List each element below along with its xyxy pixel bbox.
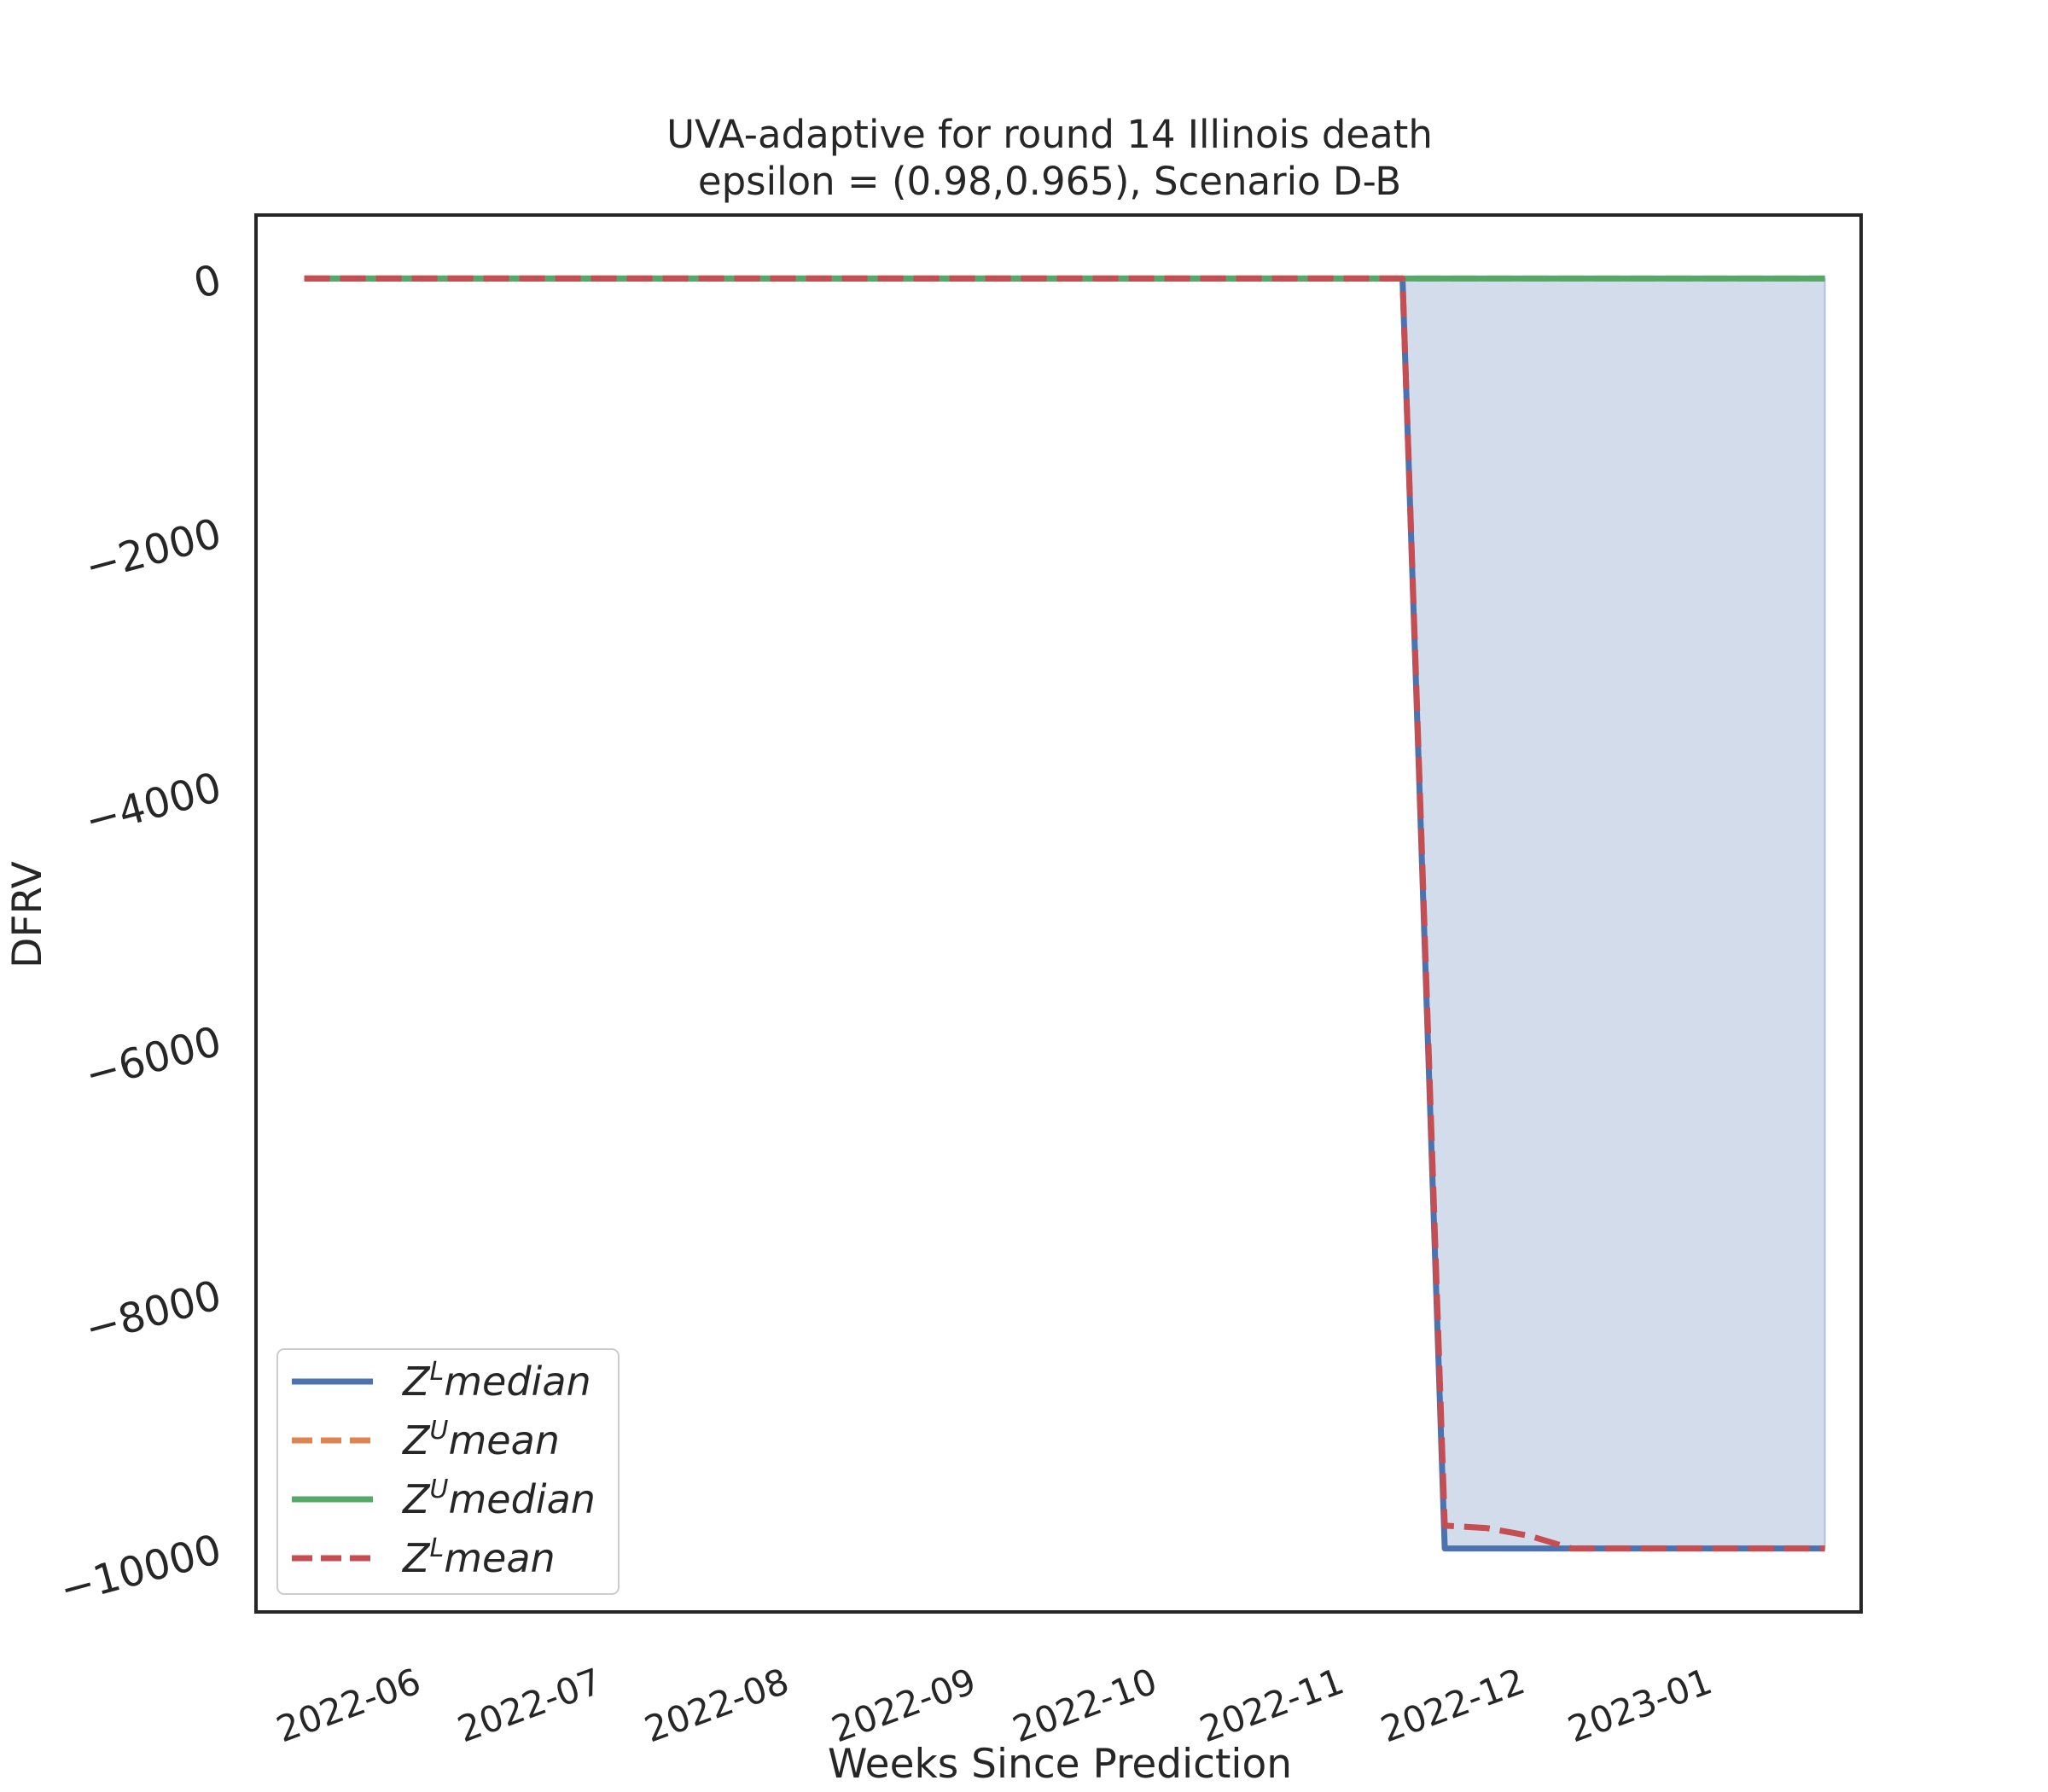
- x-tick-label: 2022-06: [271, 1660, 427, 1750]
- x-tick-label: 2022-10: [1007, 1660, 1162, 1750]
- x-tick-label: 2022-07: [452, 1660, 608, 1750]
- y-axis-label: DFRV: [4, 861, 51, 968]
- x-tick-label: 2022-08: [639, 1660, 794, 1750]
- y-tick-label: −10000: [55, 1526, 226, 1615]
- y-tick-label: −2000: [80, 509, 226, 591]
- x-tick-label: 2022-11: [1195, 1660, 1350, 1750]
- x-tick-label: 2022-09: [826, 1660, 981, 1750]
- y-tick-label: −4000: [80, 764, 226, 846]
- y-axis-ticks: 0 −2000 −4000 −6000 −8000 −10000: [55, 255, 226, 1614]
- x-axis-ticks: 2022-06 2022-07 2022-08 2022-09 2022-10 2022-…: [271, 1660, 1718, 1750]
- chart-title-line1: UVA-adaptive for round 14 Illinois death: [666, 112, 1433, 157]
- legend-label: ZLmean: [401, 1533, 556, 1581]
- legend: ZLmedian ZUmean ZUmedian ZLmean: [276, 1348, 620, 1595]
- chart-title-line2: epsilon = (0.98,0.965), Scenario D-B: [698, 159, 1401, 204]
- y-tick-label: 0: [189, 255, 226, 308]
- plot-area: [304, 275, 1826, 1552]
- x-tick-label: 2023-01: [1562, 1660, 1718, 1750]
- legend-label: ZLmedian: [401, 1357, 591, 1405]
- x-axis-label: Weeks Since Prediction: [828, 1741, 1292, 1788]
- y-tick-label: −6000: [80, 1017, 226, 1099]
- plot-frame: [254, 213, 1863, 1614]
- legend-label: ZUmedian: [401, 1475, 596, 1522]
- x-tick-label: 2022-12: [1376, 1660, 1531, 1750]
- legend-label: ZUmean: [401, 1416, 560, 1463]
- series-line-3: [304, 275, 1825, 1552]
- legend-box: [276, 1348, 620, 1595]
- y-tick-label: −8000: [80, 1271, 226, 1353]
